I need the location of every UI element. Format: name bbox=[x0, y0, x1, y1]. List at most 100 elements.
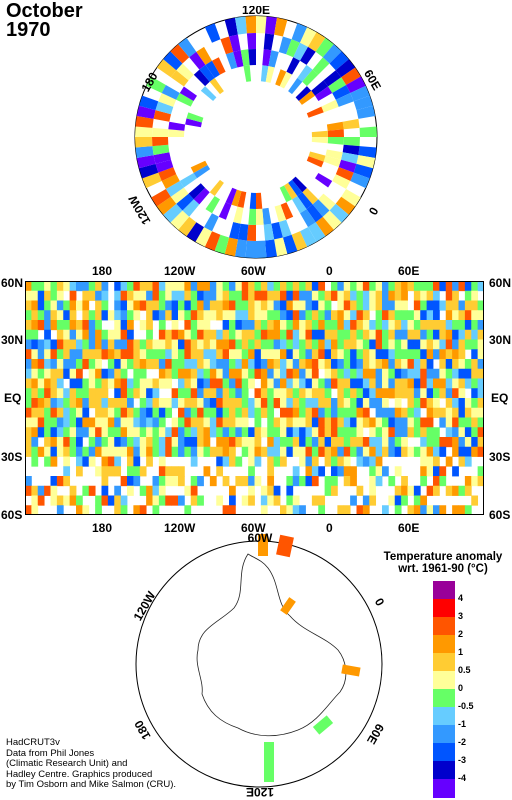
anomaly-cell bbox=[394, 485, 402, 496]
anomaly-cell bbox=[254, 388, 262, 399]
anomaly-cell bbox=[216, 368, 224, 379]
anomaly-cell bbox=[420, 446, 428, 457]
anomaly-cell bbox=[235, 407, 243, 418]
anomaly-cell bbox=[350, 368, 357, 379]
anomaly-cell bbox=[254, 320, 262, 331]
lat-label-left-30n: 30N bbox=[1, 333, 24, 347]
anomaly-cell bbox=[25, 378, 32, 389]
anomaly-cell bbox=[190, 320, 198, 331]
anomaly-cell bbox=[161, 85, 180, 100]
anomaly-cell bbox=[171, 495, 179, 506]
anomaly-cell bbox=[299, 320, 306, 331]
anomaly-cell bbox=[324, 456, 332, 467]
anomaly-cell bbox=[50, 427, 58, 438]
anomaly-cell bbox=[37, 427, 45, 438]
anomaly-cell bbox=[401, 310, 408, 321]
anomaly-cell bbox=[343, 398, 351, 409]
anomaly-cell bbox=[382, 388, 389, 399]
anomaly-cell bbox=[139, 281, 147, 292]
anomaly-cell bbox=[50, 485, 58, 496]
anomaly-cell bbox=[193, 187, 210, 205]
anomaly-cell bbox=[394, 349, 402, 360]
legend-label: -0.5 bbox=[458, 701, 474, 711]
anomaly-cell bbox=[212, 57, 226, 75]
anomaly-cell bbox=[63, 310, 71, 321]
anomaly-cell bbox=[311, 495, 319, 506]
anomaly-cell bbox=[318, 193, 336, 211]
anomaly-cell bbox=[426, 310, 434, 321]
anomaly-cell bbox=[343, 349, 351, 360]
anomaly-cell bbox=[241, 281, 249, 292]
anomaly-cell bbox=[260, 505, 268, 515]
anomaly-cell bbox=[178, 359, 185, 370]
anomaly-cell bbox=[331, 437, 338, 448]
anomaly-cell bbox=[101, 329, 109, 340]
anomaly-cell bbox=[76, 495, 83, 506]
anomaly-cell bbox=[471, 427, 479, 438]
anomaly-cell bbox=[300, 27, 317, 47]
anomaly-cell bbox=[235, 339, 243, 350]
anomaly-cell bbox=[216, 388, 224, 399]
anomaly-cell bbox=[165, 378, 173, 389]
anomaly-cell bbox=[464, 368, 472, 379]
legend-label: 2 bbox=[458, 629, 464, 639]
anomaly-cell bbox=[101, 281, 109, 292]
anomaly-cell bbox=[356, 300, 364, 311]
north-label-120w: 120W bbox=[125, 192, 153, 227]
anomaly-cell bbox=[178, 290, 185, 301]
anomaly-cell bbox=[44, 368, 51, 379]
anomaly-cell bbox=[362, 495, 370, 506]
anomaly-cell bbox=[388, 437, 396, 448]
anomaly-cell bbox=[203, 300, 211, 311]
anomaly-cell bbox=[286, 398, 294, 409]
anomaly-cell bbox=[280, 407, 287, 418]
anomaly-cell bbox=[25, 281, 32, 292]
anomaly-cell bbox=[337, 388, 345, 399]
anomaly-cell bbox=[107, 427, 115, 438]
anomaly-cell bbox=[133, 368, 141, 379]
anomaly-cell bbox=[341, 67, 361, 85]
anomaly-cell bbox=[350, 281, 357, 292]
anomaly-cell bbox=[337, 446, 345, 457]
anomaly-cell bbox=[139, 505, 147, 515]
anomaly-cell bbox=[458, 446, 466, 457]
anomaly-cell bbox=[350, 320, 357, 331]
anomaly-cell bbox=[127, 300, 134, 311]
anomaly-cell bbox=[50, 359, 58, 370]
anomaly-cell bbox=[471, 359, 479, 370]
anomaly-cell bbox=[362, 456, 370, 467]
anomaly-cell bbox=[299, 407, 306, 418]
anomaly-cell bbox=[205, 60, 220, 78]
anomaly-cell bbox=[76, 378, 83, 389]
anomaly-cell bbox=[401, 417, 408, 428]
anomaly-cell bbox=[458, 505, 466, 515]
lat-label-left-30s: 30S bbox=[1, 450, 23, 464]
anomaly-cell bbox=[216, 456, 224, 467]
anomaly-cell bbox=[82, 290, 90, 301]
anomaly-cell bbox=[388, 476, 396, 487]
anomaly-cell bbox=[311, 359, 319, 370]
anomaly-cell bbox=[120, 476, 128, 487]
anomaly-cell bbox=[229, 281, 236, 292]
anomaly-cell bbox=[318, 320, 326, 331]
lat-label-right-30s: 30S bbox=[489, 450, 511, 464]
anomaly-cell bbox=[311, 368, 319, 379]
anomaly-cell bbox=[165, 281, 173, 292]
anomaly-cell bbox=[209, 359, 217, 370]
anomaly-cell bbox=[133, 417, 141, 428]
anomaly-cell bbox=[394, 300, 402, 311]
anomaly-cell bbox=[203, 290, 211, 301]
north-label-0: 0 bbox=[366, 205, 382, 218]
anomaly-cell bbox=[305, 300, 313, 311]
anomaly-cell bbox=[101, 388, 109, 399]
anomaly-cell bbox=[267, 310, 275, 321]
anomaly-cell bbox=[299, 290, 306, 301]
anomaly-cell bbox=[56, 495, 64, 506]
anomaly-cell bbox=[359, 126, 377, 137]
anomaly-cell bbox=[127, 388, 134, 399]
anomaly-cell bbox=[139, 427, 147, 438]
anomaly-cell bbox=[31, 359, 39, 370]
anomaly-cell bbox=[248, 456, 255, 467]
anomaly-cell bbox=[95, 388, 102, 399]
anomaly-cell bbox=[260, 378, 268, 389]
